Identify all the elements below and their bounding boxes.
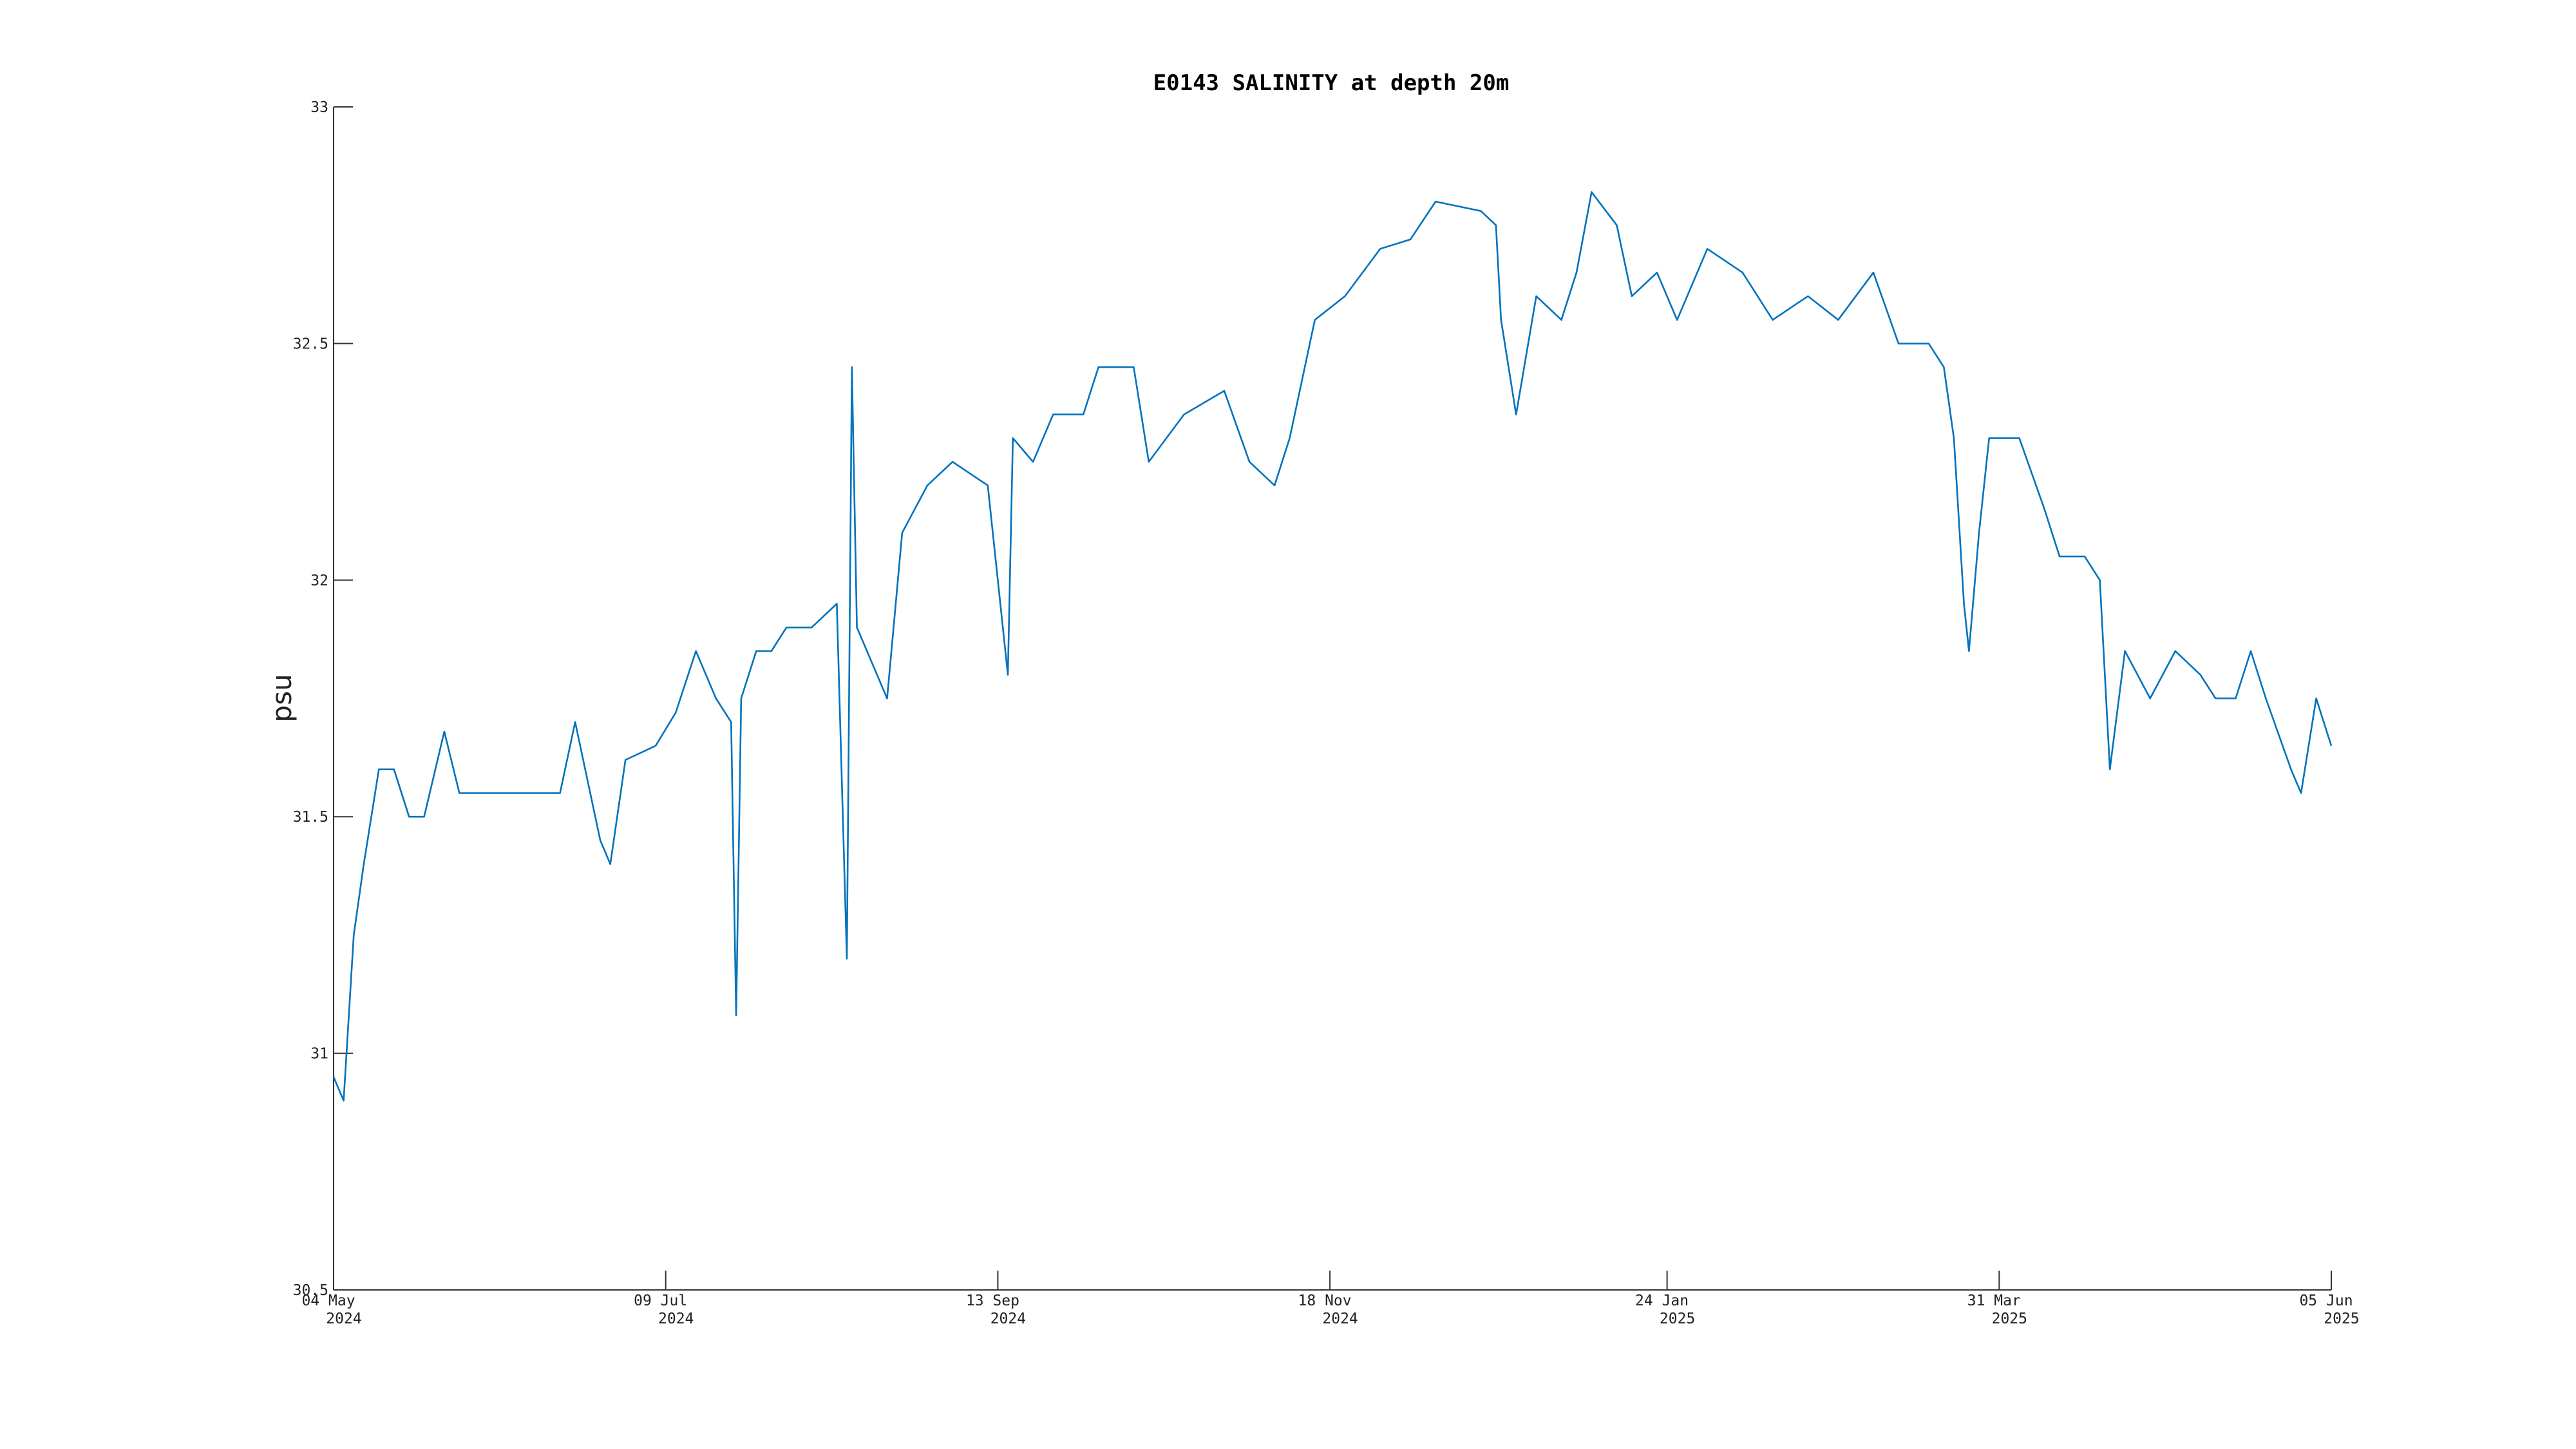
chart-title: E0143 SALINITY at depth 20m <box>1153 70 1510 96</box>
x-tick-label: 24 Jan <box>1635 1293 1689 1309</box>
x-tick-label: 2025 <box>1992 1311 2027 1327</box>
x-tick-label: 2025 <box>1660 1311 1695 1327</box>
x-tick-label: 2024 <box>658 1311 694 1327</box>
y-tick-label: 33 <box>310 99 328 116</box>
x-tick-label: 04 May <box>301 1293 355 1309</box>
y-tick-label: 32 <box>310 573 328 589</box>
y-axis-label: psu <box>266 674 298 722</box>
x-tick-label: 2025 <box>2324 1311 2359 1327</box>
x-tick-label: 2024 <box>1322 1311 1358 1327</box>
y-tick-label: 31.5 <box>293 809 328 826</box>
x-tick-label: 31 Mar <box>1967 1293 2021 1309</box>
x-tick-label: 18 Nov <box>1298 1293 1352 1309</box>
y-tick-label: 30.5 <box>293 1282 328 1299</box>
x-tick-label: 09 Jul <box>634 1293 687 1309</box>
x-tick-label: 05 Jun <box>2299 1293 2353 1309</box>
y-tick-label: 32.5 <box>293 336 328 352</box>
x-tick-label: 2024 <box>990 1311 1026 1327</box>
y-tick-label: 31 <box>310 1046 328 1063</box>
x-tick-label: 2024 <box>326 1311 361 1327</box>
data-line <box>332 191 2333 1102</box>
x-tick-label: 13 Sep <box>966 1293 1019 1309</box>
